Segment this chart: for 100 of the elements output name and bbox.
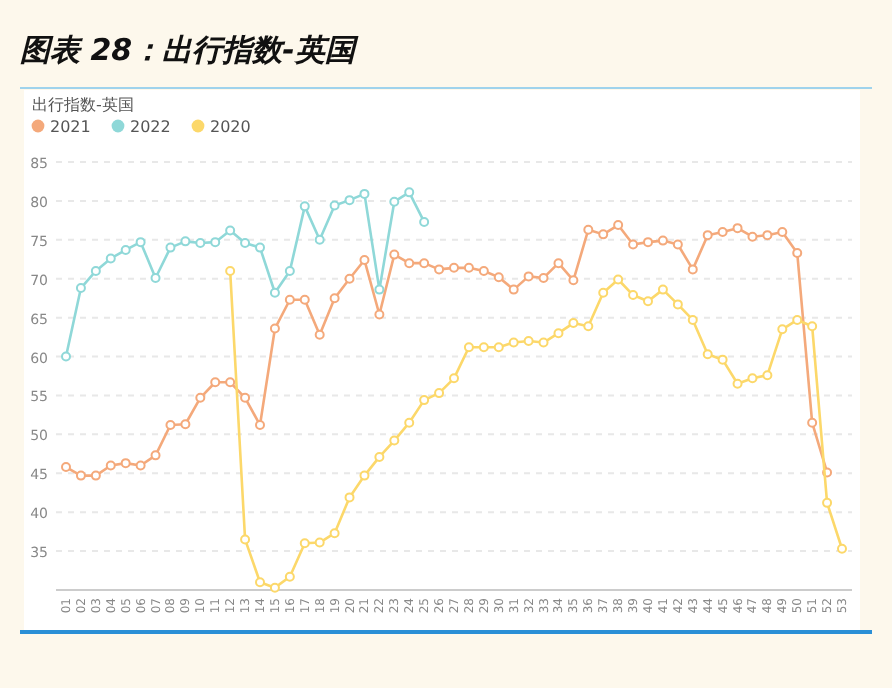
point (195, 392, 206, 403)
point (329, 528, 340, 539)
point (598, 229, 609, 240)
point (538, 337, 549, 348)
point (359, 470, 370, 481)
point (225, 377, 236, 388)
point (717, 227, 728, 238)
point (180, 236, 191, 247)
point (672, 299, 683, 310)
point (150, 450, 161, 461)
point (732, 378, 743, 389)
point (75, 283, 86, 294)
chart-title: 图表 28：出行指数-英国 (20, 32, 359, 68)
point (195, 237, 206, 248)
point (90, 265, 101, 276)
point (61, 462, 71, 473)
point (344, 492, 355, 503)
point (508, 284, 519, 295)
point (628, 290, 639, 301)
point (419, 395, 430, 406)
point (389, 249, 400, 260)
point (807, 321, 818, 332)
point (613, 220, 624, 231)
point (807, 417, 818, 428)
point (359, 188, 370, 199)
point (628, 239, 639, 250)
point (777, 324, 788, 335)
legend-label: 2022 (130, 118, 171, 136)
point (434, 388, 445, 399)
point (269, 582, 280, 593)
point (822, 497, 833, 508)
point (493, 342, 504, 353)
point (329, 293, 340, 304)
point (284, 571, 295, 582)
point (777, 227, 788, 238)
point (240, 534, 251, 545)
point (404, 187, 415, 198)
point (747, 231, 758, 242)
point (165, 242, 176, 253)
point (165, 420, 176, 431)
point (478, 265, 489, 276)
point (314, 329, 325, 340)
point (284, 294, 295, 305)
point (269, 323, 280, 334)
point (553, 258, 564, 269)
point (538, 272, 549, 283)
point (269, 287, 280, 298)
point (210, 237, 221, 248)
legend-label: 2020 (210, 118, 251, 136)
point (687, 314, 698, 325)
point (344, 273, 355, 284)
point (90, 470, 101, 481)
point (449, 262, 459, 273)
point (449, 373, 459, 384)
point (240, 237, 251, 248)
chart-subtitle: 出行指数-英国 (32, 96, 134, 114)
legend-label: 2021 (50, 118, 91, 136)
point (299, 538, 310, 549)
point (404, 417, 415, 428)
point (583, 321, 594, 332)
point (120, 244, 131, 255)
point (434, 264, 445, 275)
point (762, 230, 773, 241)
point (180, 419, 191, 430)
point (374, 309, 385, 320)
point (672, 239, 683, 250)
point (643, 296, 653, 307)
point (255, 242, 265, 253)
point (404, 258, 415, 269)
point (389, 196, 400, 207)
point (553, 328, 564, 339)
point (225, 225, 236, 236)
point (419, 216, 430, 227)
point (374, 284, 385, 295)
point (135, 237, 146, 248)
point (657, 284, 668, 295)
point (523, 271, 534, 282)
point (523, 335, 534, 346)
point (657, 235, 668, 246)
point (120, 458, 131, 469)
point (837, 543, 847, 554)
point (75, 470, 86, 481)
point (419, 258, 430, 269)
point (299, 294, 310, 305)
point (762, 370, 773, 381)
point (508, 337, 519, 348)
point (255, 577, 265, 588)
point (329, 200, 340, 211)
point (478, 342, 489, 353)
point (105, 460, 116, 471)
point (105, 253, 116, 264)
point (702, 349, 713, 360)
point (374, 451, 385, 462)
point (359, 255, 370, 266)
point (284, 265, 295, 276)
point (61, 351, 71, 362)
point (702, 230, 713, 241)
point (210, 377, 221, 388)
point (225, 265, 236, 276)
point (732, 223, 743, 234)
